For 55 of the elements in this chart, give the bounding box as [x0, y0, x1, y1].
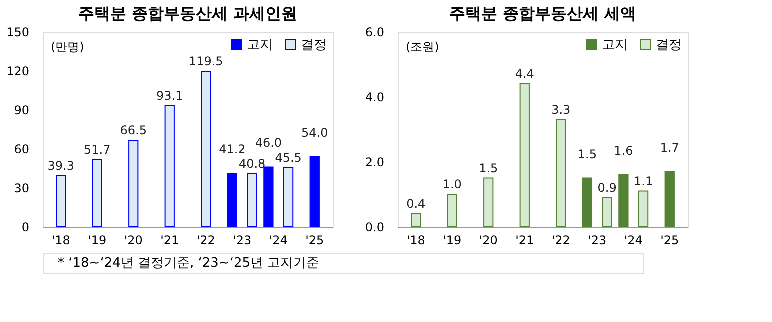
data-label: 51.7: [84, 142, 111, 157]
data-label: 1.5: [578, 147, 597, 162]
data-label: 46.0: [255, 136, 282, 150]
y-tick-label: 0.0: [365, 220, 384, 234]
data-label: 45.5: [275, 150, 302, 165]
legend-label: 결정: [301, 38, 327, 53]
y-axis-title: (조원): [406, 40, 440, 54]
y-tick-label: 6.0: [365, 26, 384, 40]
x-tick-label: '20: [479, 234, 498, 248]
data-label: 40.8: [238, 156, 266, 171]
x-tick-label: '25: [306, 234, 324, 248]
data-label: 1.1: [634, 174, 654, 188]
x-tick-label: '25: [660, 234, 680, 248]
data-label: 1.5: [479, 161, 498, 176]
x-tick-label: '19: [443, 234, 462, 248]
data-label: 119.5: [188, 54, 224, 69]
x-tick-label: '18: [406, 234, 426, 248]
x-tick-label: '21: [160, 234, 180, 248]
x-tick-label: '19: [88, 234, 107, 248]
data-label: 0.4: [406, 197, 426, 211]
x-tick-label: '23: [233, 234, 252, 248]
x-tick-label: '24: [624, 234, 643, 248]
data-label: 93.1: [156, 88, 184, 103]
y-tick-label: 60: [14, 142, 30, 156]
data-label: 1.7: [660, 140, 680, 155]
y-tick-label: 90: [14, 104, 30, 118]
x-tick-label: '21: [516, 234, 534, 248]
legend-label: 결정: [656, 38, 682, 53]
text: * ‘18~‘24년 결정기준, ‘23~‘25년 고지기준: [58, 256, 320, 271]
y-tick-label: 120: [6, 64, 30, 78]
chart-title: 주택분 종합부동산세 과세인원: [78, 4, 298, 23]
data-label: 66.5: [120, 124, 147, 138]
y-tick-label: 150: [6, 26, 30, 40]
x-tick-label: '22: [196, 234, 216, 248]
data-label: 39.3: [48, 158, 74, 173]
y-axis-title: (만명): [51, 40, 84, 54]
x-tick-label: '24: [269, 234, 288, 248]
x-tick-label: '22: [552, 234, 570, 248]
x-tick-label: '23: [588, 234, 607, 248]
y-tick-label: 4.0: [365, 90, 384, 104]
y-tick-label: 0: [22, 220, 30, 234]
x-tick-label: '20: [124, 234, 143, 248]
data-label: 54.0: [302, 126, 328, 140]
chart-title: 주택분 종합부동산세 세액: [449, 4, 637, 23]
data-label: 1.6: [614, 144, 634, 158]
y-tick-label: 2.0: [365, 156, 384, 170]
x-tick-label: '18: [52, 234, 70, 248]
data-label: 0.9: [598, 180, 617, 195]
data-label: 3.3: [552, 102, 571, 117]
legend-label: 고지: [247, 38, 273, 53]
y-tick-label: 30: [14, 182, 30, 196]
data-label: 4.4: [515, 67, 534, 81]
legend-label: 고지: [602, 38, 628, 53]
data-label: 41.2: [219, 142, 246, 156]
data-label: 1.0: [442, 178, 462, 192]
